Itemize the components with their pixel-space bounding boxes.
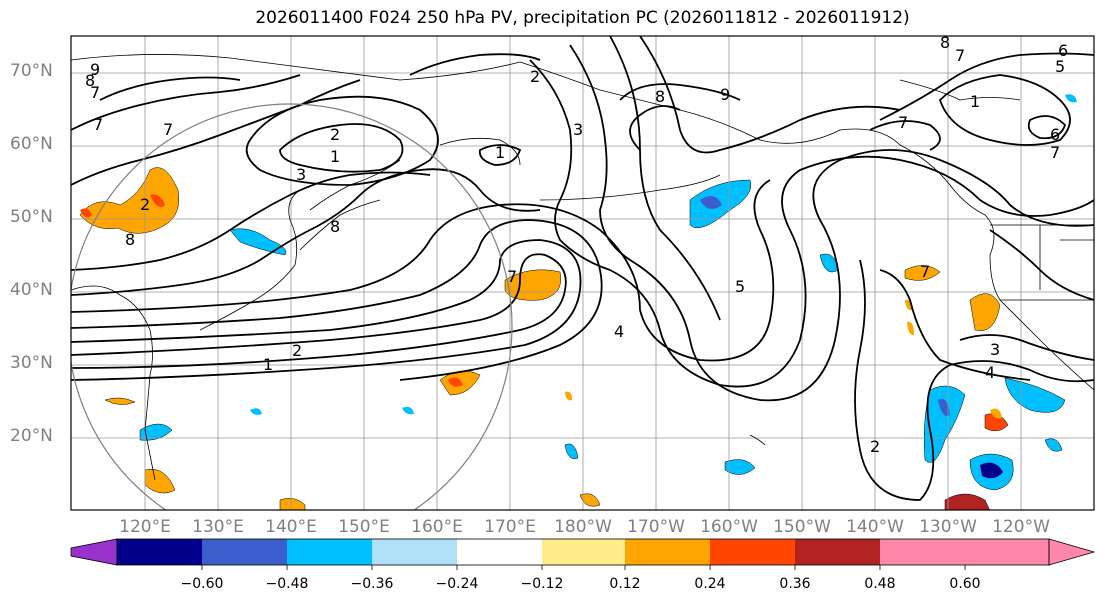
colorbar-segment	[202, 539, 287, 565]
contour-label: 7	[1050, 143, 1060, 162]
colorbar-tick-label: −0.12	[520, 576, 564, 592]
contour-label: 2	[530, 67, 540, 86]
contour-label: 7	[898, 113, 908, 132]
lon-label: 180°W	[554, 517, 612, 537]
colorbar-tick-label: 0.24	[694, 576, 726, 592]
colorbar-tick-label: 0.60	[949, 576, 981, 592]
colorbar-segment	[287, 539, 372, 565]
contour-label: 7	[163, 120, 173, 139]
colorbar-tick-label: −0.24	[435, 576, 479, 592]
contour-label: 6	[1058, 41, 1068, 60]
colorbar-min-arrow	[70, 538, 118, 566]
contour-label: 2	[870, 437, 880, 456]
contour-label: 1	[970, 92, 980, 111]
contour-label: 8	[330, 217, 340, 236]
lat-label: 70°N	[10, 61, 53, 81]
colorbar-tick-label: −0.60	[180, 576, 224, 592]
colorbar-tick-label: −0.36	[350, 576, 394, 592]
colorbar-tick-label: 0.12	[609, 576, 641, 592]
lon-label: 170°E	[484, 517, 536, 537]
contour-label: 7	[90, 83, 100, 102]
lat-label: 60°N	[10, 134, 53, 154]
lon-label: 120°W	[992, 517, 1050, 537]
lon-label: 150°E	[338, 517, 390, 537]
colorbar-tick-label: 0.48	[864, 576, 896, 592]
contour-label: 9	[90, 60, 100, 79]
lon-label: 140°W	[846, 517, 904, 537]
colorbar-segment	[965, 539, 1049, 565]
lon-label: 130°W	[919, 517, 977, 537]
lon-label: 120°E	[119, 517, 171, 537]
colorbar-segment	[542, 539, 625, 565]
map-frame	[70, 35, 1095, 511]
lon-label: 170°W	[627, 517, 685, 537]
contour-label: 4	[614, 322, 624, 341]
contour-label: 3	[296, 165, 306, 184]
lat-label: 50°N	[10, 207, 53, 227]
lat-label: 40°N	[10, 280, 53, 300]
pv-contours	[71, 36, 1094, 501]
contour-label: 1	[263, 355, 273, 374]
colorbar-tick-label: 0.36	[779, 576, 811, 592]
contour-label: 1	[495, 143, 505, 162]
colorbar-segment	[372, 539, 457, 565]
lon-label: 140°E	[265, 517, 317, 537]
lon-label: 160°E	[411, 517, 463, 537]
contour-label: 7	[955, 46, 965, 65]
contour-label: 5	[1055, 57, 1065, 76]
colorbar-segment	[710, 539, 795, 565]
contour-label: 3	[573, 120, 583, 139]
colorbar-segment	[457, 539, 542, 565]
contour-labels: 1 2 3 4 5 6 7 8 9 7 8 9 7 7 1 2 1 2 3 8 …	[85, 33, 1068, 456]
contour-label: 2	[292, 341, 302, 360]
map-panel: 1 2 3 4 5 6 7 8 9 7 8 9 7 7 1 2 1 2 3 8 …	[71, 33, 1094, 510]
contour-label: 2	[140, 195, 150, 214]
contour-label: 3	[990, 340, 1000, 359]
contour-label: 8	[655, 87, 665, 106]
lat-label: 30°N	[10, 353, 53, 373]
contour-label: 7	[920, 262, 930, 281]
contour-label: 8	[85, 71, 95, 90]
contour-label: 7	[93, 115, 103, 134]
contour-label: 8	[125, 230, 135, 249]
contour-label: 9	[720, 85, 730, 104]
lon-label: 150°W	[773, 517, 831, 537]
colorbar-max-arrow	[1048, 538, 1096, 566]
contour-label: 8	[940, 33, 950, 52]
contour-label: 4	[985, 363, 995, 382]
colorbar-segment	[117, 539, 202, 565]
colorbar-segment	[795, 539, 880, 565]
contour-label: 7	[507, 267, 517, 286]
contour-label: 1	[330, 147, 340, 166]
lon-label: 130°E	[192, 517, 244, 537]
precipitation-shading	[79, 94, 1077, 510]
colorbar-tick-label: −0.48	[265, 576, 309, 592]
lat-label: 20°N	[10, 426, 53, 446]
colorbar-segment	[625, 539, 710, 565]
colorbar-segment	[880, 539, 965, 565]
map-title: 2026011400 F024 250 hPa PV, precipitatio…	[255, 8, 910, 28]
contour-label: 6	[1050, 125, 1060, 144]
highlight-circle	[71, 103, 513, 510]
lon-label: 160°W	[700, 517, 758, 537]
contour-label: 5	[735, 277, 745, 296]
colorbar	[70, 538, 1096, 570]
contour-label: 2	[330, 125, 340, 144]
